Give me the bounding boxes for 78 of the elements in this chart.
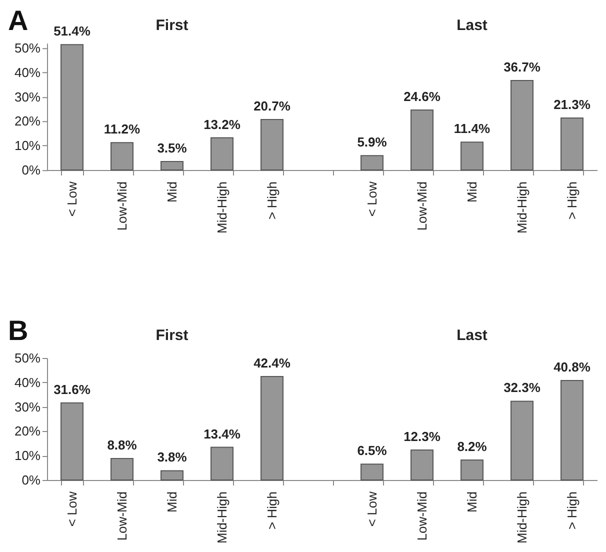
x-tick-label: Low-Mid	[414, 182, 430, 231]
data-label: 3.5%	[157, 140, 188, 156]
data-label: 36.7%	[504, 59, 541, 74]
data-label: 13.4%	[204, 426, 241, 442]
x-tick-label: > High	[564, 492, 580, 530]
y-tick-label: 30%	[14, 89, 41, 104]
x-tick-label: > High	[564, 182, 580, 220]
x-tick-label: Mid	[164, 492, 180, 512]
data-label: 3.8%	[157, 450, 188, 465]
bar	[60, 44, 84, 170]
bar	[210, 446, 234, 480]
bar	[510, 80, 534, 170]
bar	[210, 137, 234, 170]
y-tick-label: 10%	[14, 448, 41, 464]
data-label: 8.8%	[107, 438, 138, 453]
data-label: 11.2%	[104, 122, 141, 137]
bar	[460, 459, 484, 480]
bar	[60, 402, 84, 480]
data-label: 24.6%	[404, 88, 441, 104]
data-label: 40.8%	[554, 359, 591, 374]
data-label: 12.3%	[404, 428, 441, 444]
data-label: 6.5%	[357, 443, 388, 458]
y-tick-label: 0%	[22, 162, 41, 178]
bar	[560, 380, 584, 480]
x-tick-label: Mid-High	[514, 492, 530, 544]
bar	[410, 449, 434, 480]
y-tick-label: 30%	[14, 399, 41, 414]
chart-title: A	[8, 5, 28, 36]
data-label: 13.2%	[204, 116, 241, 132]
x-tick-label: < Low	[364, 180, 380, 217]
y-tick-label: 50%	[14, 350, 41, 366]
y-tick-label: 20%	[14, 424, 41, 439]
x-tick-label: < Low	[64, 490, 80, 527]
x-tick-label: Mid	[164, 182, 180, 202]
bar	[260, 376, 284, 480]
y-tick-label: 10%	[14, 138, 41, 154]
data-label: 8.2%	[457, 438, 488, 454]
data-label: 42.4%	[254, 356, 291, 371]
x-tick-label: Mid-High	[514, 182, 530, 234]
y-tick-label: 50%	[14, 40, 41, 56]
text: Last	[456, 327, 488, 344]
y-tick-label: 40%	[14, 64, 41, 80]
x-tick-label: Low-Mid	[114, 492, 130, 541]
bar	[110, 142, 134, 170]
x-tick-label: > High	[264, 492, 280, 530]
x-tick-label: < Low	[364, 490, 380, 527]
data-label: 32.3%	[504, 380, 541, 396]
bar	[160, 470, 184, 480]
chart-title: B	[8, 315, 28, 346]
data-label: 31.6%	[54, 382, 91, 397]
data-label: 20.7%	[254, 98, 291, 114]
x-tick-label: Mid-High	[214, 182, 230, 234]
data-label: 11.4%	[454, 121, 491, 136]
x-tick-label: Low-Mid	[114, 182, 130, 231]
x-tick-label: Mid	[464, 182, 480, 202]
bar	[160, 160, 184, 170]
bar	[360, 155, 384, 170]
bar	[110, 458, 134, 480]
bar	[360, 464, 384, 480]
bar	[460, 142, 484, 170]
text: First	[156, 17, 188, 34]
x-tick-label: Mid-High	[214, 492, 230, 544]
x-tick-label: < Low	[64, 180, 80, 217]
data-label: 51.4%	[54, 24, 91, 39]
text: Last	[456, 17, 488, 34]
data-label: 5.9%	[357, 134, 388, 150]
text: First	[156, 327, 188, 344]
bar	[260, 118, 284, 170]
y-tick-label: 0%	[22, 472, 41, 488]
bar	[410, 109, 434, 170]
bar	[510, 400, 534, 480]
data-label: 21.3%	[554, 97, 591, 112]
y-tick-label: 20%	[14, 114, 41, 129]
x-tick-label: Mid	[464, 492, 480, 512]
bar	[560, 118, 584, 170]
x-tick-label: > High	[264, 182, 280, 220]
y-tick-label: 40%	[14, 374, 41, 390]
x-tick-label: Low-Mid	[414, 492, 430, 541]
